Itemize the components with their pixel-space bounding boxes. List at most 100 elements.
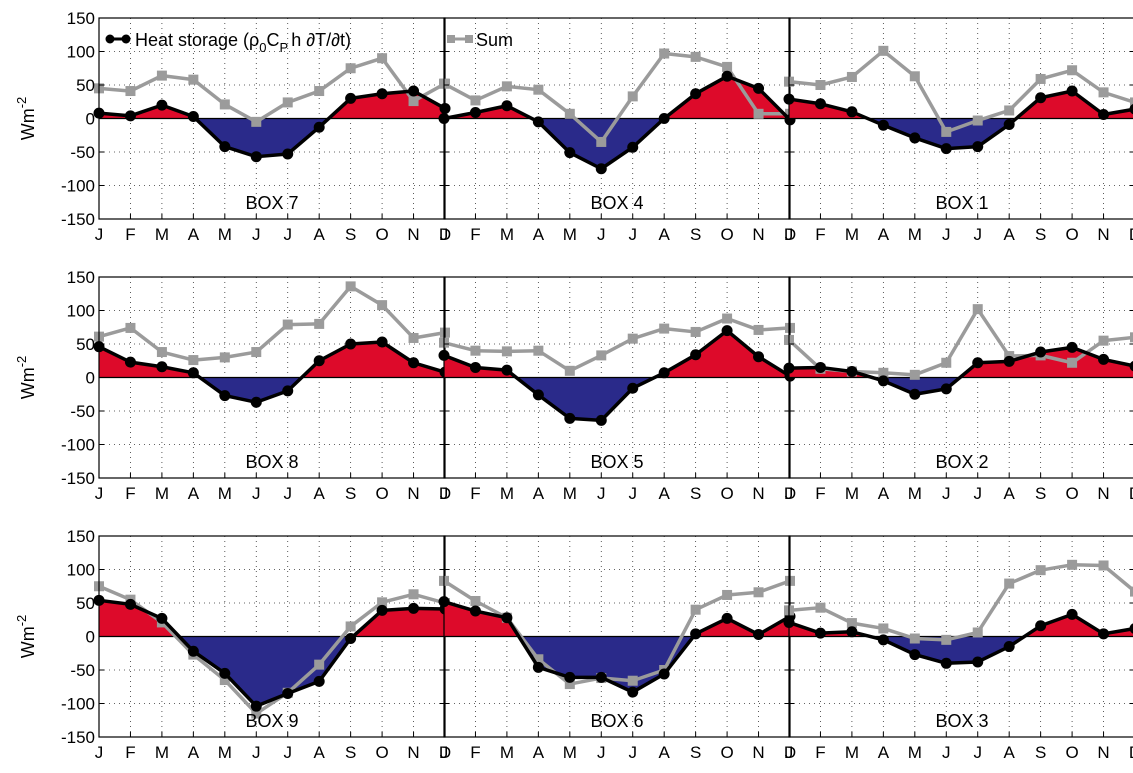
heat-storage-point	[909, 649, 920, 660]
y-axis-label-base: Wm	[18, 108, 38, 140]
x-tick-label: F	[470, 225, 480, 244]
x-tick-label: S	[1035, 225, 1046, 244]
y-tick-label: 50	[76, 594, 95, 613]
sum-point	[910, 634, 920, 644]
heat-storage-point	[470, 362, 481, 373]
x-tick-label: J	[252, 743, 261, 762]
x-tick-label: S	[345, 743, 356, 762]
sum-point	[1067, 65, 1077, 75]
x-tick-label: F	[470, 743, 480, 762]
positive-area	[444, 331, 790, 421]
x-tick-label: J	[785, 743, 794, 762]
sum-point	[1067, 358, 1077, 368]
sum-point	[283, 97, 293, 107]
x-tick-label: O	[375, 484, 388, 503]
heat-storage-point	[251, 397, 262, 408]
heat-storage-point	[909, 389, 920, 400]
heat-storage-point	[1035, 620, 1046, 631]
heat-storage-point	[564, 147, 575, 158]
sum-point	[1099, 87, 1109, 97]
y-tick-label: 100	[67, 302, 95, 321]
sum-point	[596, 137, 606, 147]
x-tick-label: D	[1129, 743, 1133, 762]
heat-storage-point	[470, 107, 481, 118]
x-tick-label: O	[375, 225, 388, 244]
y-axis-label-exponent: -2	[14, 615, 29, 627]
sum-point	[878, 623, 888, 633]
heat-storage-point	[470, 606, 481, 617]
sum-point	[1067, 560, 1077, 570]
x-tick-label: A	[659, 484, 671, 503]
x-tick-label: A	[533, 484, 545, 503]
heat-storage-point	[659, 113, 670, 124]
heat-storage-point	[345, 633, 356, 644]
sum-point	[565, 366, 575, 376]
sum-point	[188, 355, 198, 365]
heat-storage-point	[941, 383, 952, 394]
sum-point	[910, 370, 920, 380]
x-tick-label: J	[628, 225, 637, 244]
x-tick-label: J	[95, 225, 104, 244]
x-tick-label: J	[628, 743, 637, 762]
sum-point	[1099, 336, 1109, 346]
heat-storage-point	[815, 362, 826, 373]
sum-point	[470, 596, 480, 606]
sum-point	[346, 281, 356, 291]
heat-storage-point	[690, 349, 701, 360]
heat-storage-point	[972, 357, 983, 368]
heat-storage-point	[1067, 342, 1078, 353]
x-tick-label: M	[845, 225, 859, 244]
heat-storage-point	[156, 100, 167, 111]
sum-point	[377, 53, 387, 63]
x-tick-label: M	[218, 484, 232, 503]
sum-point	[659, 324, 669, 334]
heat-storage-point	[690, 628, 701, 639]
legend-heat-marker	[106, 35, 115, 44]
heat-storage-point	[659, 669, 670, 680]
x-tick-label: O	[375, 743, 388, 762]
x-tick-label: J	[283, 484, 292, 503]
legend-sum-label: Sum	[476, 30, 513, 50]
heat-storage-point	[846, 106, 857, 117]
y-tick-label: 0	[86, 628, 95, 647]
x-tick-label: M	[500, 225, 514, 244]
sum-point	[314, 660, 324, 670]
y-axis-label-exponent: -2	[14, 97, 29, 109]
x-tick-label: F	[815, 484, 825, 503]
y-axis-label-base: Wm	[18, 367, 38, 399]
sum-point	[722, 314, 732, 324]
heat-storage-point	[1067, 609, 1078, 620]
y-tick-label: 0	[86, 369, 95, 388]
x-tick-label: M	[845, 484, 859, 503]
heat-storage-point	[722, 325, 733, 336]
heat-storage-point	[408, 86, 419, 97]
x-tick-label: M	[908, 484, 922, 503]
heat-storage-point	[1067, 86, 1078, 97]
x-tick-label: J	[785, 225, 794, 244]
sum-point	[188, 75, 198, 85]
heat-storage-point	[596, 672, 607, 683]
x-tick-label: N	[752, 225, 764, 244]
heat-storage-point	[1035, 347, 1046, 358]
heat-storage-point	[690, 88, 701, 99]
sum-point	[815, 603, 825, 613]
x-tick-label: M	[563, 225, 577, 244]
heat-storage-point	[314, 122, 325, 133]
heat-storage-point	[846, 366, 857, 377]
y-tick-label: 150	[67, 268, 95, 287]
x-tick-label: M	[218, 743, 232, 762]
sum-point	[220, 352, 230, 362]
y-tick-label: 0	[86, 110, 95, 129]
x-tick-label: M	[908, 225, 922, 244]
x-tick-label: N	[1097, 484, 1109, 503]
x-tick-label: J	[942, 225, 951, 244]
x-tick-label: J	[597, 743, 606, 762]
heat-storage-point	[377, 605, 388, 616]
heat-storage-point	[501, 612, 512, 623]
x-tick-label: F	[125, 225, 135, 244]
heat-storage-point	[188, 111, 199, 122]
